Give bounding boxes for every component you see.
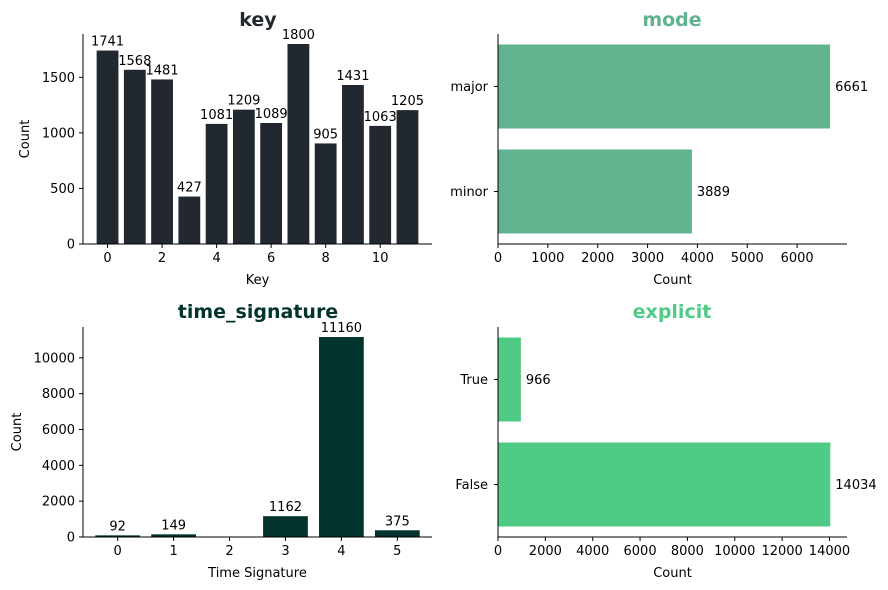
y-tick-label: 10000 — [34, 351, 75, 366]
y-tick-label: 4000 — [42, 459, 75, 474]
data-label: 14034 — [835, 478, 876, 493]
x-tick-label: 0 — [494, 251, 502, 266]
bar — [151, 79, 173, 244]
data-label: 6661 — [835, 80, 868, 95]
x-tick-label: 10000 — [714, 544, 755, 559]
x-tick-label: 12000 — [761, 544, 802, 559]
x-tick-label: 2 — [225, 544, 233, 559]
bar — [95, 535, 141, 537]
x-tick-label: 8 — [322, 251, 330, 266]
bar — [498, 149, 692, 234]
x-axis-label: Time Signature — [207, 566, 307, 581]
y-tick-label: 2000 — [42, 495, 75, 510]
x-tick-label: 4000 — [681, 251, 714, 266]
x-tick-label: 2 — [158, 251, 166, 266]
x-axis-label: Key — [246, 273, 270, 288]
panel-title: time_signature — [178, 301, 338, 323]
panel-title: mode — [642, 9, 701, 31]
bar — [498, 442, 831, 527]
x-tick-label: 0 — [494, 544, 502, 559]
bar — [396, 110, 419, 244]
y-tick-label: True — [459, 373, 488, 388]
data-label: 1089 — [255, 107, 288, 122]
bar — [369, 125, 392, 244]
x-tick-label: 14000 — [809, 544, 850, 559]
data-label: 427 — [177, 181, 202, 196]
x-axis-label: Count — [653, 566, 692, 581]
y-tick-label: 1000 — [42, 126, 75, 141]
panel-time-signature: time_signature 92 149 1162 11160 375 0 1 2 3 4 5 0 20… — [10, 301, 432, 581]
y-axis-label: Count — [10, 413, 25, 452]
panel-mode: mode 6661 major 3889 minor 0 1000 2000 3000 4000 5… — [450, 9, 868, 288]
x-tick-label: 4 — [212, 251, 220, 266]
panel-title: key — [239, 9, 277, 31]
data-label: 1063 — [364, 110, 397, 125]
bar — [232, 109, 255, 245]
y-tick-label: 8000 — [42, 387, 75, 402]
y-tick-label: 500 — [50, 182, 75, 197]
y-tick-label: False — [455, 478, 488, 493]
bar — [260, 123, 283, 244]
bar — [319, 337, 364, 537]
data-label: 375 — [385, 514, 410, 529]
x-tick-label: 6000 — [624, 544, 657, 559]
data-label: 1205 — [391, 94, 424, 109]
data-label: 1431 — [336, 69, 369, 84]
data-label: 1162 — [269, 500, 302, 515]
bar — [498, 337, 521, 422]
y-tick-label: 0 — [67, 531, 75, 546]
x-tick-label: 10 — [372, 251, 389, 266]
data-label: 149 — [161, 518, 186, 533]
x-tick-label: 6000 — [781, 251, 814, 266]
bar — [374, 530, 420, 537]
x-tick-label: 8000 — [671, 544, 704, 559]
bar — [205, 123, 228, 244]
data-label: 11160 — [321, 321, 362, 336]
x-axis-label: Count — [653, 273, 692, 288]
x-tick-label: 5 — [393, 544, 401, 559]
x-tick-label: 2000 — [581, 251, 614, 266]
bar — [498, 44, 831, 129]
data-label: 1081 — [200, 108, 233, 123]
y-tick-label: major — [450, 80, 488, 95]
y-tick-label: minor — [450, 185, 488, 200]
x-tick-label: 3000 — [631, 251, 664, 266]
x-tick-label: 1 — [169, 544, 177, 559]
y-tick-label: 1500 — [42, 71, 75, 86]
x-tick-label: 2000 — [529, 544, 562, 559]
data-label: 3889 — [697, 185, 730, 200]
bar — [263, 516, 308, 537]
x-tick-label: 4000 — [576, 544, 609, 559]
bar — [178, 196, 201, 244]
y-tick-label: 0 — [67, 238, 75, 253]
bar — [287, 44, 310, 244]
y-tick-label: 6000 — [42, 423, 75, 438]
x-tick-label: 5000 — [731, 251, 764, 266]
data-label: 905 — [313, 127, 338, 142]
bar — [123, 69, 146, 245]
bar — [151, 534, 196, 537]
bar — [342, 85, 364, 244]
panel-title: explicit — [633, 301, 712, 323]
x-tick-label: 1000 — [531, 251, 564, 266]
data-label: 1800 — [282, 28, 315, 43]
x-tick-label: 0 — [114, 544, 122, 559]
x-tick-label: 3 — [281, 544, 289, 559]
data-label: 966 — [526, 373, 551, 388]
data-label: 92 — [109, 519, 126, 534]
data-label: 1209 — [227, 94, 260, 109]
x-tick-label: 0 — [103, 251, 111, 266]
data-label: 1568 — [118, 54, 151, 69]
data-label: 1741 — [91, 35, 124, 50]
data-label: 1481 — [146, 63, 179, 78]
x-tick-label: 4 — [337, 544, 345, 559]
panel-explicit: explicit 966 True 14034 False 0 2000 4000 6000 80… — [455, 301, 876, 581]
y-axis-label: Count — [18, 120, 33, 159]
x-tick-label: 6 — [267, 251, 275, 266]
bar — [96, 50, 119, 244]
bar — [314, 143, 337, 244]
